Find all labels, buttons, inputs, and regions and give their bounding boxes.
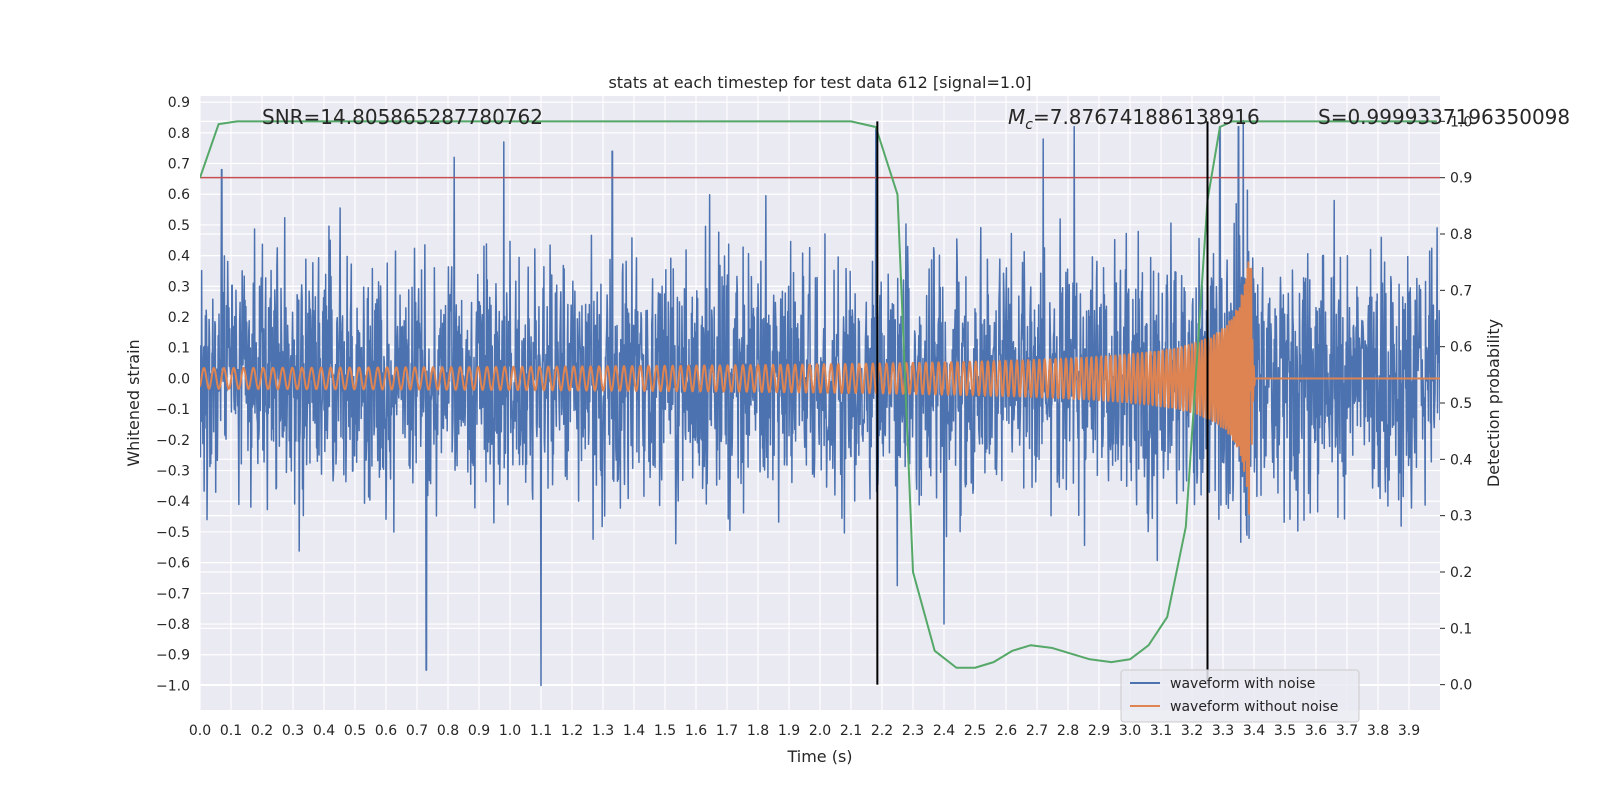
- y-left-tick-label: 0.8: [168, 126, 190, 142]
- y-left-tick-label: 0.0: [168, 371, 190, 387]
- x-tick-label: 0.5: [344, 723, 366, 739]
- y-left-tick-label: −0.4: [156, 494, 190, 510]
- snr-annotation: SNR=14.805865287780762: [262, 105, 543, 129]
- y-right-tick-label: 0.9: [1450, 171, 1472, 187]
- y-left-tick-label: 0.2: [168, 310, 190, 326]
- y-right-tick-label: 0.6: [1450, 340, 1472, 356]
- x-tick-label: 0.8: [437, 723, 459, 739]
- legend-label-clean: waveform without noise: [1170, 699, 1338, 715]
- legend: waveform with noise waveform without noi…: [1120, 669, 1360, 723]
- x-tick-label: 2.2: [871, 723, 893, 739]
- x-tick-label: 3.0: [1119, 723, 1141, 739]
- x-tick-label: 0.6: [375, 723, 397, 739]
- y-left-tick-label: 0.4: [168, 249, 190, 265]
- waveform-with-noise-line: [200, 119, 1440, 687]
- x-tick-label: 3.2: [1181, 723, 1203, 739]
- detection-probability-line: [200, 120, 1437, 669]
- y-right-tick-label: 1.0: [1450, 114, 1472, 130]
- y-right-tick-label: 0.3: [1450, 509, 1472, 525]
- y-left-tick-label: −0.5: [156, 525, 190, 541]
- y-left-tick-label: −0.6: [156, 556, 190, 572]
- y-left-tick-label: −0.9: [156, 648, 190, 664]
- vertical-markers: [876, 121, 1209, 685]
- legend-label-noise: waveform with noise: [1170, 676, 1315, 692]
- x-tick-label: 1.8: [747, 723, 769, 739]
- y-left-tick-label: 0.5: [168, 218, 190, 234]
- y-right-axis-ticks: 0.0 0.1 0.2 0.3 0.4 0.5 0.6 0.7 0.8 0.9 1.0: [1440, 114, 1472, 694]
- x-tick-label: 1.7: [716, 723, 738, 739]
- x-tick-label: 0.0: [189, 723, 211, 739]
- y-right-tick-label: 0.5: [1450, 396, 1472, 412]
- x-tick-label: 3.7: [1336, 723, 1358, 739]
- waveform-without-noise-line: [200, 261, 1440, 515]
- chart-title: stats at each timestep for test data 612…: [608, 73, 1031, 92]
- x-tick-label: 0.4: [313, 723, 335, 739]
- x-tick-label: 2.3: [902, 723, 924, 739]
- x-tick-label: 0.1: [220, 723, 242, 739]
- x-tick-label: 3.4: [1243, 723, 1265, 739]
- x-axis-label: Time (s): [786, 747, 852, 766]
- x-tick-label: 3.9: [1398, 723, 1420, 739]
- x-tick-label: 1.1: [530, 723, 552, 739]
- chirp-mass-annotation: Mc=7.876741886138916: [1008, 105, 1260, 133]
- x-tick-label: 2.6: [995, 723, 1017, 739]
- x-tick-label: 1.4: [623, 723, 645, 739]
- y-left-tick-label: −0.1: [156, 402, 190, 418]
- x-tick-label: 0.2: [251, 723, 273, 739]
- y-right-tick-label: 0.0: [1450, 678, 1472, 694]
- x-tick-label: 1.3: [592, 723, 614, 739]
- x-tick-label: 2.4: [933, 723, 955, 739]
- x-tick-label: 3.8: [1367, 723, 1389, 739]
- x-tick-label: 0.3: [282, 723, 304, 739]
- x-tick-label: 3.5: [1274, 723, 1296, 739]
- x-tick-label: 1.5: [654, 723, 676, 739]
- x-tick-label: 2.1: [840, 723, 862, 739]
- x-tick-label: 1.2: [561, 723, 583, 739]
- y-left-tick-label: −0.3: [156, 464, 190, 480]
- y-left-axis-label: Whitened strain: [124, 339, 143, 466]
- x-tick-label: 2.7: [1026, 723, 1048, 739]
- score-annotation: S=0.9999337196350098: [1318, 105, 1570, 129]
- x-tick-label: 2.5: [964, 723, 986, 739]
- y-right-tick-label: 0.7: [1450, 283, 1472, 299]
- x-tick-label: 1.6: [685, 723, 707, 739]
- x-tick-label: 2.0: [809, 723, 831, 739]
- y-left-tick-label: 0.6: [168, 187, 190, 203]
- y-left-tick-label: −0.8: [156, 617, 190, 633]
- x-tick-label: 2.9: [1088, 723, 1110, 739]
- x-tick-label: 3.6: [1305, 723, 1327, 739]
- y-left-tick-label: 0.1: [168, 341, 190, 357]
- y-left-axis-ticks: 0.9 0.8 0.7 0.6 0.5 0.4 0.3 0.2 0.1 0.0 −0.1 −0.2 −0…: [156, 95, 190, 694]
- y-left-tick-label: −0.7: [156, 586, 190, 602]
- x-tick-label: 3.3: [1212, 723, 1234, 739]
- y-right-tick-label: 0.4: [1450, 452, 1472, 468]
- y-left-tick-label: 0.7: [168, 157, 190, 173]
- x-axis-ticks: 0.0 0.1 0.2 0.3 0.4 0.5 0.6 0.7 0.8 0.9 1.0 1.1 1.2 1…: [189, 723, 1420, 739]
- y-right-tick-label: 0.2: [1450, 565, 1472, 581]
- x-tick-label: 0.7: [406, 723, 428, 739]
- y-left-tick-label: 0.9: [168, 95, 190, 111]
- y-left-tick-label: −0.2: [156, 433, 190, 449]
- x-tick-label: 1.9: [778, 723, 800, 739]
- y-left-tick-label: −1.0: [156, 678, 190, 694]
- grid: [199, 96, 1440, 710]
- x-tick-label: 1.0: [499, 723, 521, 739]
- y-right-axis-label: Detection probability: [1484, 319, 1503, 487]
- y-right-tick-label: 0.1: [1450, 621, 1472, 637]
- x-tick-label: 3.1: [1150, 723, 1172, 739]
- y-right-tick-label: 0.8: [1450, 227, 1472, 243]
- x-tick-label: 0.9: [468, 723, 490, 739]
- x-tick-label: 2.8: [1057, 723, 1079, 739]
- y-left-tick-label: 0.3: [168, 279, 190, 295]
